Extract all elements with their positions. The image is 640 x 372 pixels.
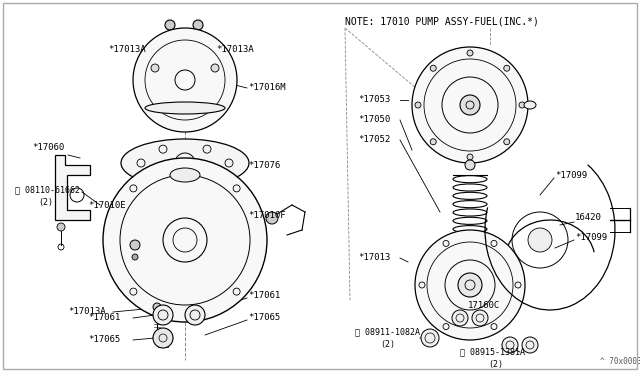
Circle shape	[504, 65, 510, 71]
Ellipse shape	[145, 102, 225, 114]
Text: *17010E: *17010E	[88, 201, 125, 209]
Ellipse shape	[170, 168, 200, 182]
Circle shape	[430, 139, 436, 145]
Circle shape	[153, 303, 161, 311]
Circle shape	[185, 305, 205, 325]
Circle shape	[528, 228, 552, 252]
Circle shape	[103, 158, 267, 322]
Circle shape	[522, 337, 538, 353]
Text: NOTE: 17010 PUMP ASSY-FUEL(INC.*): NOTE: 17010 PUMP ASSY-FUEL(INC.*)	[345, 17, 539, 27]
Text: ^ 70x0003: ^ 70x0003	[600, 357, 640, 366]
Ellipse shape	[524, 101, 536, 109]
Circle shape	[57, 223, 65, 231]
Circle shape	[153, 305, 173, 325]
Text: *17060: *17060	[32, 144, 64, 153]
Circle shape	[504, 139, 510, 145]
Circle shape	[211, 64, 219, 72]
Text: *17065: *17065	[248, 314, 280, 323]
Circle shape	[472, 310, 488, 326]
Text: *17053: *17053	[358, 96, 390, 105]
Text: *17061: *17061	[248, 291, 280, 299]
Text: Ⓝ 08911-1082A: Ⓝ 08911-1082A	[355, 327, 420, 337]
Text: *17050: *17050	[358, 115, 390, 125]
Text: 17160C: 17160C	[468, 301, 500, 310]
Text: *17013A: *17013A	[108, 45, 146, 55]
Text: (2): (2)	[38, 198, 53, 206]
Circle shape	[467, 50, 473, 56]
Text: *17013A: *17013A	[68, 308, 106, 317]
Text: *17076: *17076	[248, 160, 280, 170]
Circle shape	[415, 102, 421, 108]
Circle shape	[415, 230, 525, 340]
Text: 16420: 16420	[575, 214, 602, 222]
Circle shape	[165, 20, 175, 30]
Circle shape	[430, 65, 436, 71]
Polygon shape	[55, 155, 90, 220]
Text: *17065: *17065	[88, 336, 120, 344]
Text: *17099: *17099	[555, 170, 588, 180]
Text: *17061: *17061	[88, 314, 120, 323]
Text: *17010F: *17010F	[248, 211, 285, 219]
Text: Ⓜ 08915-1381A: Ⓜ 08915-1381A	[460, 347, 525, 356]
Text: *17013A: *17013A	[216, 45, 253, 55]
Circle shape	[133, 28, 237, 132]
Text: *17052: *17052	[358, 135, 390, 144]
Text: *17013: *17013	[358, 253, 390, 263]
Circle shape	[412, 47, 528, 163]
Text: Ⓑ 08110-61662: Ⓑ 08110-61662	[15, 186, 80, 195]
Circle shape	[519, 102, 525, 108]
Circle shape	[193, 20, 203, 30]
Circle shape	[151, 64, 159, 72]
Text: (2): (2)	[380, 340, 395, 349]
Circle shape	[132, 254, 138, 260]
Circle shape	[460, 95, 480, 115]
Circle shape	[266, 212, 278, 224]
Text: (2): (2)	[488, 359, 503, 369]
Circle shape	[421, 329, 439, 347]
Circle shape	[467, 154, 473, 160]
Text: *17016M: *17016M	[248, 83, 285, 93]
Circle shape	[153, 328, 173, 348]
Text: *17099: *17099	[575, 234, 607, 243]
Circle shape	[458, 273, 482, 297]
Circle shape	[465, 160, 475, 170]
Circle shape	[502, 337, 518, 353]
Ellipse shape	[121, 139, 249, 187]
Circle shape	[130, 240, 140, 250]
Circle shape	[452, 310, 468, 326]
